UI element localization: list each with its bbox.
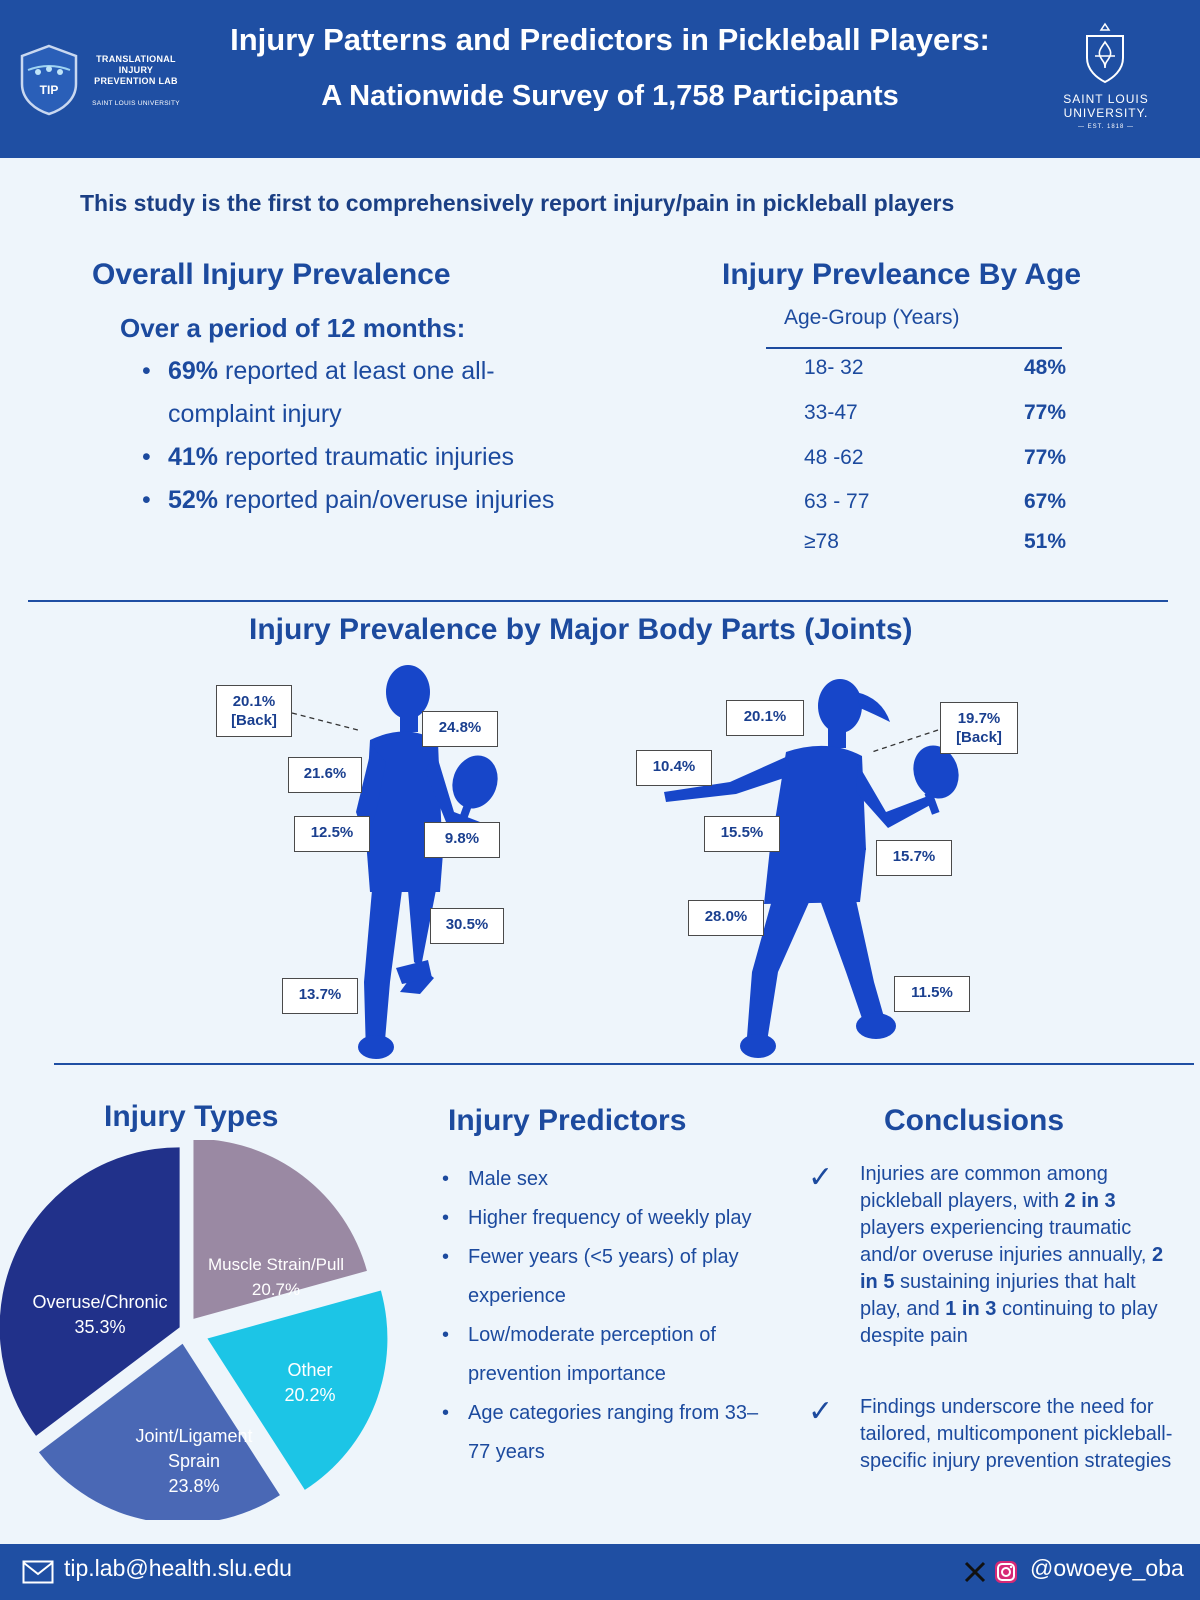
page-title-line2: A Nationwide Survey of 1,758 Participant…: [321, 80, 899, 112]
instagram-icon[interactable]: [994, 1560, 1018, 1584]
male-elbow-callout: 12.5%: [294, 816, 370, 852]
male-upper-arm-callout: 21.6%: [288, 757, 362, 793]
body-parts-title: Injury Prevalence by Major Body Parts (J…: [249, 613, 913, 646]
female-back-callout: 19.7% [Back]: [940, 702, 1018, 754]
pie-slice-overuse: [0, 1147, 180, 1436]
pie-slice-muscle-strain: [193, 1140, 367, 1319]
female-arm-callout: 10.4%: [636, 750, 712, 786]
list-item: Fewer years (<5 years) of play experienc…: [442, 1238, 772, 1316]
injury-predictors-list: Male sex Higher frequency of weekly play…: [442, 1160, 772, 1472]
tip-lab-name: TRANSLATIONAL INJURY PREVENTION LAB: [94, 54, 178, 86]
table-row: 48 -62 77%: [804, 446, 1066, 469]
study-subtitle: This study is the first to comprehensive…: [80, 190, 955, 216]
list-item: 41% reported traumatic injuries: [142, 436, 562, 479]
list-item: 69% reported at least one all-complaint …: [142, 350, 562, 436]
section-divider: [28, 600, 1168, 602]
male-wrist-callout: 9.8%: [424, 822, 500, 858]
injury-types-title: Injury Types: [104, 1100, 279, 1133]
checkmark-icon: ✓: [808, 1161, 834, 1194]
conclusion-1: Injuries are common among pickleball pla…: [860, 1163, 1164, 1347]
overall-period: Over a period of 12 months:: [120, 313, 466, 343]
slu-name: SAINT LOUIS UNIVERSITY.: [1063, 92, 1149, 120]
checkmark-icon: ✓: [808, 1395, 834, 1428]
injury-predictors-title: Injury Predictors: [448, 1104, 687, 1137]
overall-prevalence-list: 69% reported at least one all-complaint …: [142, 350, 562, 522]
list-item: Higher frequency of weekly play: [442, 1199, 772, 1238]
social-handle-link[interactable]: @owoeye_oba: [1030, 1555, 1184, 1581]
female-wrist-callout: 15.7%: [876, 840, 952, 876]
female-shoulder-callout: 20.1%: [726, 700, 804, 736]
list-item: Age categories ranging from 33–77 years: [442, 1394, 772, 1472]
x-twitter-icon[interactable]: [964, 1561, 986, 1583]
header-banner: [0, 0, 1200, 158]
page-title-line1: Injury Patterns and Predictors in Pickle…: [230, 22, 990, 57]
contact-email-link[interactable]: tip.lab@health.slu.edu: [64, 1555, 292, 1581]
female-knee-callout: 28.0%: [688, 900, 764, 936]
table-row: ≥78 51%: [804, 530, 1066, 553]
pie-slice-other: [207, 1290, 388, 1490]
table-row: 33-47 77%: [804, 401, 1066, 424]
pie-label-other: Other 20.2%: [284, 1360, 336, 1405]
table-row: 18- 32 48%: [804, 356, 1066, 379]
age-prevalence-title: Injury Prevleance By Age: [722, 258, 1082, 291]
slu-established: — EST. 1818 —: [1077, 124, 1135, 130]
table-row: 63 - 77 67%: [804, 490, 1066, 513]
conclusion-2: Findings underscore the need for tailore…: [860, 1396, 1173, 1472]
female-hip-callout: 15.5%: [704, 816, 780, 852]
overall-prevalence-title: Overall Injury Prevalence: [92, 258, 451, 291]
tip-lab-university: SAINT LOUIS UNIVERSITY: [92, 100, 180, 107]
tip-lab-shield-logo: TIP: [20, 44, 78, 116]
age-table-header: Age-Group (Years): [784, 306, 960, 329]
age-table-divider: [766, 347, 1062, 349]
pie-slice-joint-sprain: [38, 1343, 280, 1520]
tip-logo-text: TIP: [40, 83, 59, 97]
slu-crest-icon: [1086, 22, 1124, 84]
section-divider: [54, 1063, 1194, 1065]
pie-label-overuse: Overuse/Chronic 35.3%: [32, 1292, 168, 1337]
mail-icon: [22, 1560, 54, 1584]
male-knee-callout: 30.5%: [430, 908, 504, 944]
pie-label-muscle-strain: Muscle Strain/Pull 20.7%: [207, 1255, 345, 1299]
male-shoulder-callout: 24.8%: [422, 711, 498, 747]
injury-types-pie-chart: [0, 1140, 388, 1520]
male-ankle-callout: 13.7%: [282, 978, 358, 1014]
pie-label-joint-sprain: Joint/Ligament Sprain 23.8%: [135, 1426, 253, 1496]
list-item: 52% reported pain/overuse injuries: [142, 479, 562, 522]
male-back-callout: 20.1% [Back]: [216, 685, 292, 737]
female-player-silhouette: [664, 679, 959, 1058]
female-ankle-callout: 11.5%: [894, 976, 970, 1012]
conclusions-title: Conclusions: [884, 1104, 1065, 1137]
list-item: Low/moderate perception of prevention im…: [442, 1316, 772, 1394]
list-item: Male sex: [442, 1160, 772, 1199]
